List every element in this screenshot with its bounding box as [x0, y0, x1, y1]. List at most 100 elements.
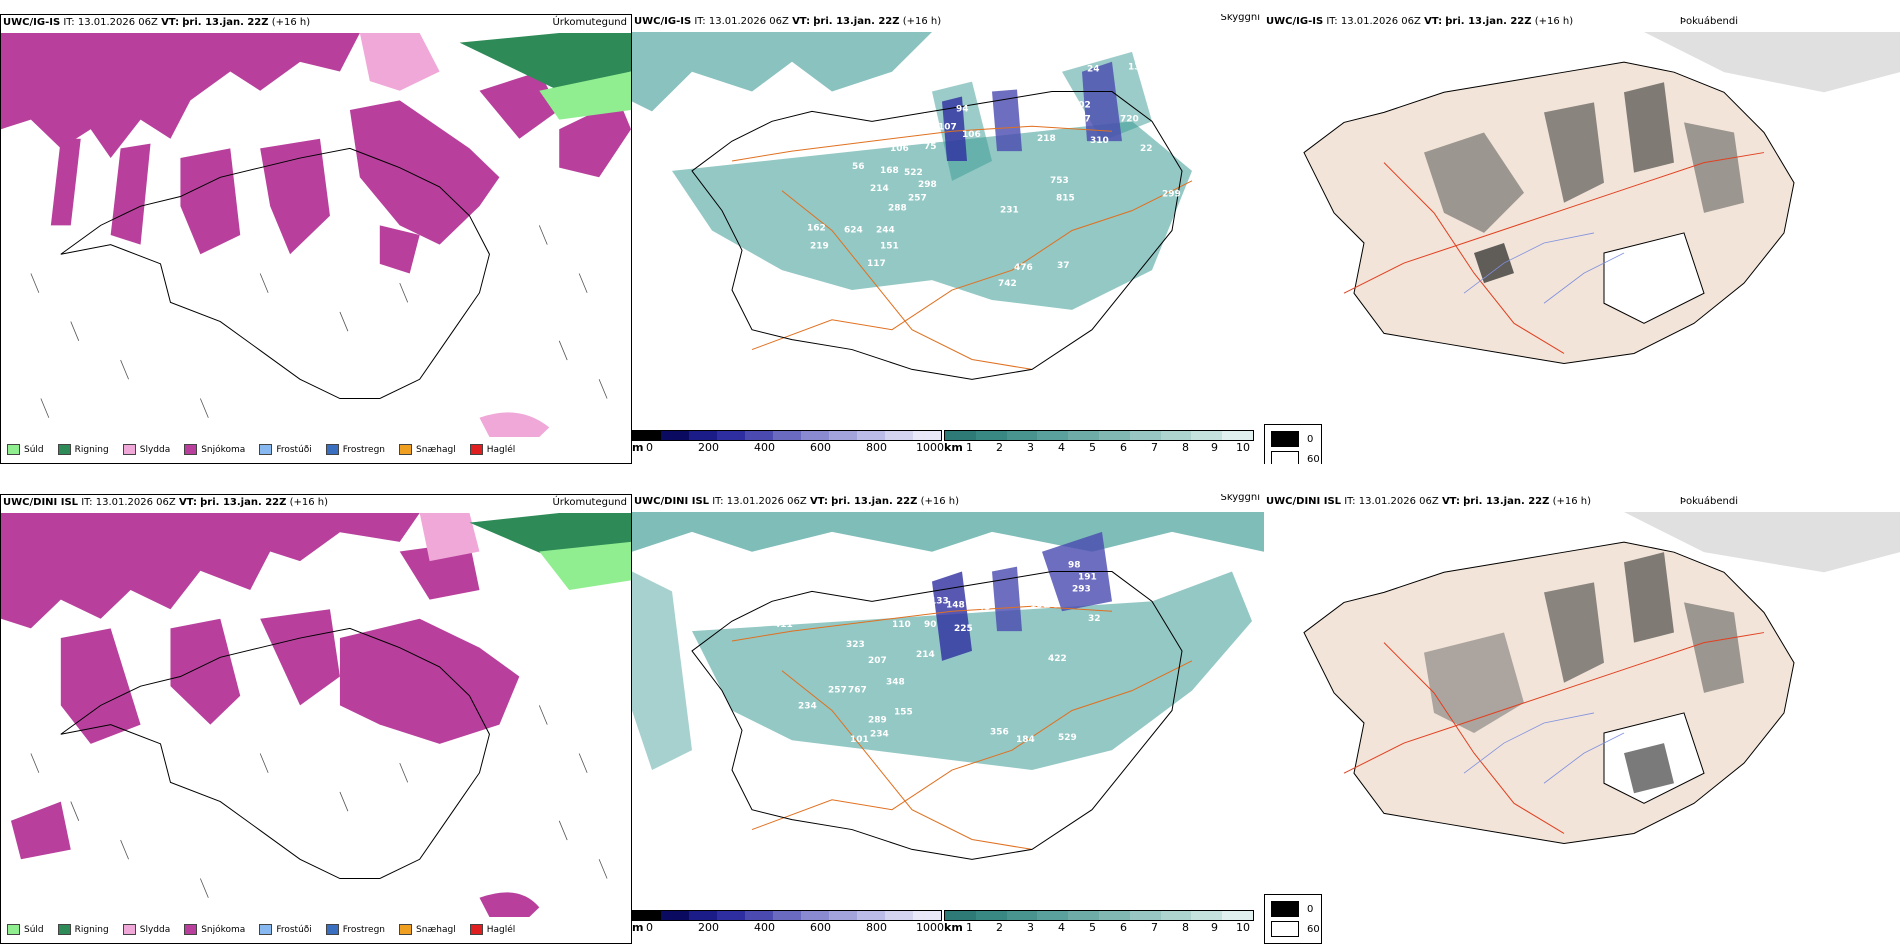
ceiling-label: 43: [978, 602, 991, 612]
legend-item: Súld: [7, 924, 44, 935]
it-value: 13.01.2026 06Z: [708, 16, 789, 27]
vt-value: þri. 13.jan. 22Z: [1445, 16, 1532, 27]
legend-swatch: [7, 444, 20, 455]
ceiling-label: 225: [954, 624, 973, 634]
ceiling-label: 106: [962, 130, 981, 140]
ceiling-unit: m: [632, 441, 644, 454]
ceiling-label: 411: [774, 620, 793, 630]
legend-swatch: [7, 924, 20, 935]
roads: [731, 605, 1193, 850]
vt-label: VT:: [809, 496, 828, 507]
visibility-colorbar-swatches: [944, 430, 1254, 441]
fog-legend-max: 0: [1271, 901, 1313, 917]
visibility-ticks: 1 2 3 4 5 6 7 8 9 10: [966, 441, 1250, 454]
roads: [1343, 632, 1765, 834]
legend-swatch: [259, 924, 273, 935]
ceiling-ticks: 0 200 400 600 800 1000: [646, 921, 944, 934]
ceiling-labels: 588 720 288 255 214 357 56 168 106 522 2…: [712, 63, 1181, 289]
ceiling-label: 293: [1072, 584, 1091, 594]
ceiling-label: 184: [1016, 735, 1035, 745]
it-value: 13.01.2026 06Z: [1358, 496, 1439, 507]
vt-label: VT:: [178, 497, 197, 508]
ceiling-label: 56: [852, 162, 865, 172]
ceiling-label: 323: [846, 640, 865, 650]
legend-item: Frostúði: [259, 924, 312, 935]
legend-swatch: [325, 444, 339, 455]
visibility-unit: km: [944, 441, 963, 454]
panel-header: UWC/DINI ISL IT: 13.01.2026 06Z VT: þri.…: [3, 497, 629, 511]
ceiling-label: 90: [924, 620, 937, 630]
vt-label: VT:: [1424, 16, 1443, 27]
model-name: UWC/DINI ISL: [634, 496, 710, 507]
ceiling-label: 66: [922, 112, 935, 122]
ceiling-colorbar: m 0 200 400 600 800 1000: [632, 430, 944, 462]
panel-title: Úrkomutegund: [552, 497, 627, 508]
ceiling-label: 529: [1058, 733, 1077, 743]
ceiling-label: 207: [868, 656, 887, 666]
legend-swatch: [122, 924, 136, 935]
ceiling-label: 100: [1030, 600, 1049, 610]
ceiling-label: 348: [886, 678, 905, 688]
ceiling-label: 767: [848, 686, 867, 696]
legend-item: Snjókoma: [184, 924, 245, 935]
panel-title: Þokuábendi: [1679, 16, 1738, 27]
ceiling-label: 22: [1140, 144, 1153, 154]
fog-legend-min: 60: [1271, 921, 1320, 937]
lead-time: (+16 h): [902, 16, 942, 27]
ceiling-label: 24: [1087, 65, 1100, 75]
ceiling-label: 155: [1024, 98, 1043, 108]
legend-item: Slydda: [122, 444, 170, 455]
it-label: IT:: [712, 496, 724, 507]
ceiling-colorbar-swatches: [632, 910, 942, 921]
ceiling-label: 134: [1128, 63, 1147, 73]
visibility-map: 465 196 259 411 271 473 235 133 148 110 …: [632, 512, 1264, 904]
panel-bottom-fog-index: UWC/DINI ISL IT: 13.01.2026 06Z VT: þri.…: [1264, 494, 1900, 944]
ceiling-colorbar: m 0 200 400 600 800 1000: [632, 910, 944, 942]
fog-index-map: [1264, 32, 1900, 464]
ceiling-label: 99: [1038, 118, 1051, 128]
rivers: [1463, 712, 1625, 784]
ceiling-label: 465: [754, 565, 773, 575]
precip-type-map: [1, 33, 631, 437]
model-name: UWC/IG-IS: [3, 17, 61, 28]
legend-swatch: [325, 924, 339, 935]
legend-item: Frostregn: [325, 924, 385, 935]
ceiling-label: 298: [918, 180, 937, 190]
ceiling-label: 202: [1072, 100, 1091, 110]
vt-label: VT:: [792, 16, 811, 27]
ceiling-label: 473: [876, 600, 895, 610]
visibility-unit: km: [944, 921, 963, 934]
panel-title: Úrkomutegund: [552, 17, 627, 28]
fog-index-legend: 0 60: [1264, 424, 1322, 464]
ceiling-label: 588: [717, 102, 736, 112]
ceiling-label: 815: [1056, 194, 1075, 204]
rivers: [1463, 232, 1625, 304]
ceiling-label: 162: [807, 224, 826, 234]
legend-item: Snæhagl: [399, 444, 456, 455]
panel-header: UWC/IG-IS IT: 13.01.2026 06Z VT: þri. 13…: [1266, 16, 1898, 30]
it-label: IT:: [81, 497, 93, 508]
ceiling-label: 37: [1057, 261, 1070, 271]
ceiling-label: 75: [924, 142, 937, 152]
visibility-map: 588 720 288 255 214 357 56 168 106 522 2…: [632, 32, 1264, 424]
ceiling-label: 234: [798, 702, 817, 712]
legend-swatch: [57, 924, 71, 935]
fog-index-map: [1264, 512, 1900, 944]
ceiling-label: 96: [1046, 600, 1059, 610]
visibility-colorbar-swatches: [944, 910, 1254, 921]
ceiling-label: 257: [908, 194, 927, 204]
model-name: UWC/DINI ISL: [1266, 496, 1342, 507]
it-value: 13.01.2026 06Z: [95, 497, 176, 508]
ceiling-label: 148: [946, 600, 965, 610]
ceiling-label: 720: [712, 116, 731, 126]
model-name: UWC/IG-IS: [634, 16, 692, 27]
legend-swatch: [469, 924, 483, 935]
ceiling-label: 219: [810, 241, 829, 251]
vt-value: þri. 13.jan. 22Z: [813, 16, 900, 27]
iceland-coastline: [60, 147, 490, 400]
ceiling-label: 234: [870, 729, 889, 739]
wind-barbs: [30, 705, 608, 898]
ceiling-label: 94: [956, 104, 969, 114]
ceiling-label: 742: [998, 279, 1017, 289]
panel-header: UWC/IG-IS IT: 13.01.2026 06Z VT: þri. 13…: [634, 14, 1262, 30]
